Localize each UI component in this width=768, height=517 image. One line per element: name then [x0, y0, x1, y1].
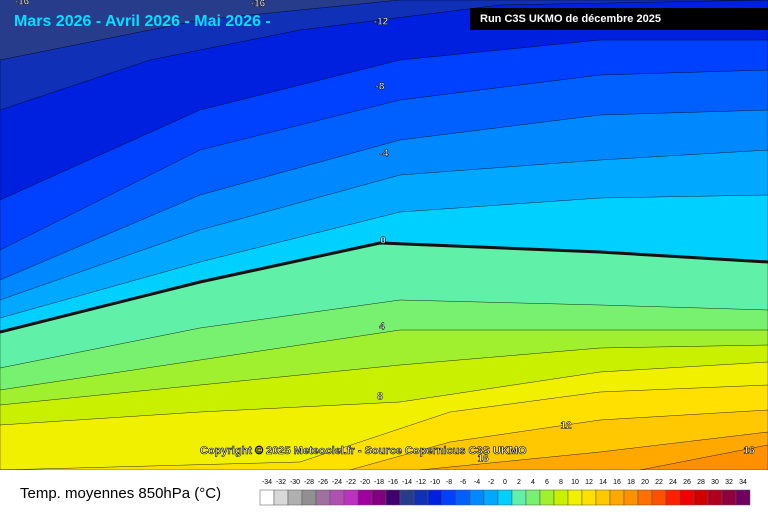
- scale-cell: [609, 489, 625, 506]
- scale-cell: [259, 489, 275, 506]
- contour-label: -8: [376, 82, 385, 93]
- scale-label: -22: [346, 479, 356, 486]
- scale-cell: [637, 489, 653, 506]
- scale-label: 12: [585, 479, 593, 486]
- scale-cell: [707, 489, 723, 506]
- scale-label: -12: [416, 479, 426, 486]
- scale-cell: [693, 489, 709, 506]
- scale-cell: [385, 489, 401, 506]
- scale-label: -24: [332, 479, 342, 486]
- scale-cell: [581, 489, 597, 506]
- title: Mars 2026 - Avril 2026 - Mai 2026 -: [14, 13, 271, 30]
- legend-title: Temp. moyennes 850hPa (°C): [20, 485, 221, 502]
- scale-label: 8: [559, 479, 563, 486]
- scale-label: 0: [503, 479, 507, 486]
- scale-cell: [413, 489, 429, 506]
- scale-cell: [567, 489, 583, 506]
- scale-label: 22: [655, 479, 663, 486]
- scale-label: -6: [460, 479, 466, 486]
- contour-label: 16: [477, 454, 489, 465]
- contour-label: 8: [377, 392, 383, 403]
- scale-label: -20: [360, 479, 370, 486]
- scale-cell: [651, 489, 667, 506]
- color-scale: -34 -32 -30 -28 -26 -24 -22 -20 -18 -16 -14 -12 -10-…: [259, 479, 751, 506]
- scale-cell: [399, 489, 415, 506]
- scale-label: -26: [318, 479, 328, 486]
- scale-label: 18: [627, 479, 635, 486]
- scale-cell: [441, 489, 457, 506]
- scale-cell: [483, 489, 499, 506]
- contour-label: -16: [251, 0, 266, 10]
- scale-label: -28: [304, 479, 314, 486]
- scale-cell: [371, 489, 387, 506]
- scale-cell: [665, 489, 681, 506]
- scale-cell: [525, 489, 541, 506]
- scale-label: 2: [517, 479, 521, 486]
- scale-label: -10: [430, 479, 440, 486]
- contour-labels: -16 -16 -12 -8 -4 0 4 8 12 16 16: [15, 0, 756, 465]
- scale-label: 16: [613, 479, 621, 486]
- scale-label: 28: [697, 479, 705, 486]
- scale-cell: [553, 489, 569, 506]
- contour-label: -12: [374, 17, 389, 28]
- scale-cell: [315, 489, 331, 506]
- scale-label: -30: [290, 479, 300, 486]
- scale-label: -32: [276, 479, 286, 486]
- scale-label: -16: [388, 479, 398, 486]
- copyright: Copyright © 2025 Meteociel.fr - Source C…: [200, 445, 527, 457]
- contour-label: 4: [379, 322, 385, 333]
- scale-label: 32: [725, 479, 733, 486]
- contour-label: -4: [380, 149, 389, 160]
- scale-label: -34: [262, 479, 272, 486]
- scale-cell: [287, 489, 303, 506]
- scale-label: 20: [641, 479, 649, 486]
- contour-label: -16: [15, 0, 30, 8]
- temperature-bands: [0, 0, 768, 471]
- contour-label: 16: [743, 446, 755, 457]
- run-box: [470, 8, 768, 30]
- scale-cell: [357, 489, 373, 506]
- scale-cell: [301, 489, 317, 506]
- scale-label: 4: [531, 479, 535, 486]
- scale-cell: [595, 489, 611, 506]
- scale-cell: [329, 489, 345, 506]
- contour-label: 12: [560, 421, 572, 432]
- contour-label: 0: [380, 236, 386, 247]
- scale-label: 6: [545, 479, 549, 486]
- scale-cell: [497, 489, 513, 506]
- scale-label: 10: [571, 479, 579, 486]
- scale-label: 30: [711, 479, 719, 486]
- scale-cell: [455, 489, 471, 506]
- scale-cell: [427, 489, 443, 506]
- zero-isotherm: [0, 241, 768, 334]
- scale-label: -8: [446, 479, 452, 486]
- scale-label: 24: [669, 479, 677, 486]
- scale-label: -18: [374, 479, 384, 486]
- scale-cell: [679, 489, 695, 506]
- scale-label: 34: [739, 479, 747, 486]
- run-label: Run C3S UKMO de décembre 2025: [480, 13, 661, 25]
- scale-cell: [273, 489, 289, 506]
- scale-cell: [721, 489, 737, 506]
- scale-cell: [511, 489, 527, 506]
- scale-label: -2: [488, 479, 494, 486]
- scale-label: -4: [474, 479, 480, 486]
- scale-cell: [343, 489, 359, 506]
- scale-label: 26: [683, 479, 691, 486]
- scale-cell: [735, 489, 751, 506]
- scale-label: 14: [599, 479, 607, 486]
- scale-cell: [623, 489, 639, 506]
- scale-cell: [469, 489, 485, 506]
- scale-cell: [539, 489, 555, 506]
- scale-label: -14: [402, 479, 412, 486]
